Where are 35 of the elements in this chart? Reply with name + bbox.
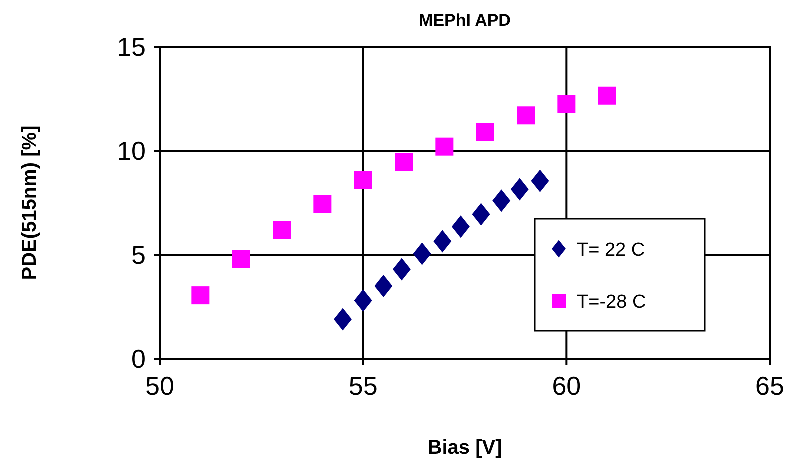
legend-label: T=-28 C bbox=[577, 292, 646, 313]
x-tick-label: 50 bbox=[146, 371, 174, 401]
x-tick-label: 55 bbox=[348, 371, 378, 401]
x-tick-label: 60 bbox=[552, 371, 582, 401]
point bbox=[492, 190, 511, 212]
point bbox=[452, 216, 470, 238]
point bbox=[517, 106, 535, 125]
chart-title: MEPhI APD bbox=[419, 11, 511, 30]
point bbox=[314, 195, 332, 214]
y-axis-title: PDE(515nm) [%] bbox=[19, 126, 41, 280]
point bbox=[374, 274, 393, 298]
point bbox=[334, 308, 352, 331]
point bbox=[232, 250, 250, 268]
point bbox=[472, 203, 490, 226]
point bbox=[392, 258, 411, 281]
point bbox=[413, 242, 432, 266]
point bbox=[558, 95, 576, 114]
point bbox=[395, 153, 413, 172]
x-axis-title: Bias [V] bbox=[428, 437, 502, 459]
y-tick-label: 10 bbox=[117, 136, 146, 166]
point bbox=[354, 290, 372, 312]
point bbox=[476, 123, 494, 142]
point bbox=[436, 138, 454, 156]
y-tick-label: 15 bbox=[117, 32, 146, 62]
y-tick-label: 5 bbox=[132, 240, 146, 270]
y-tick-label: 0 bbox=[132, 344, 146, 374]
point bbox=[192, 286, 210, 305]
point bbox=[510, 178, 529, 201]
point bbox=[273, 221, 291, 240]
x-tick-label: 65 bbox=[756, 371, 784, 401]
point bbox=[434, 230, 452, 253]
point bbox=[354, 171, 372, 190]
point bbox=[598, 86, 616, 105]
legend-label: T= 22 C bbox=[577, 240, 646, 261]
point bbox=[531, 170, 550, 192]
